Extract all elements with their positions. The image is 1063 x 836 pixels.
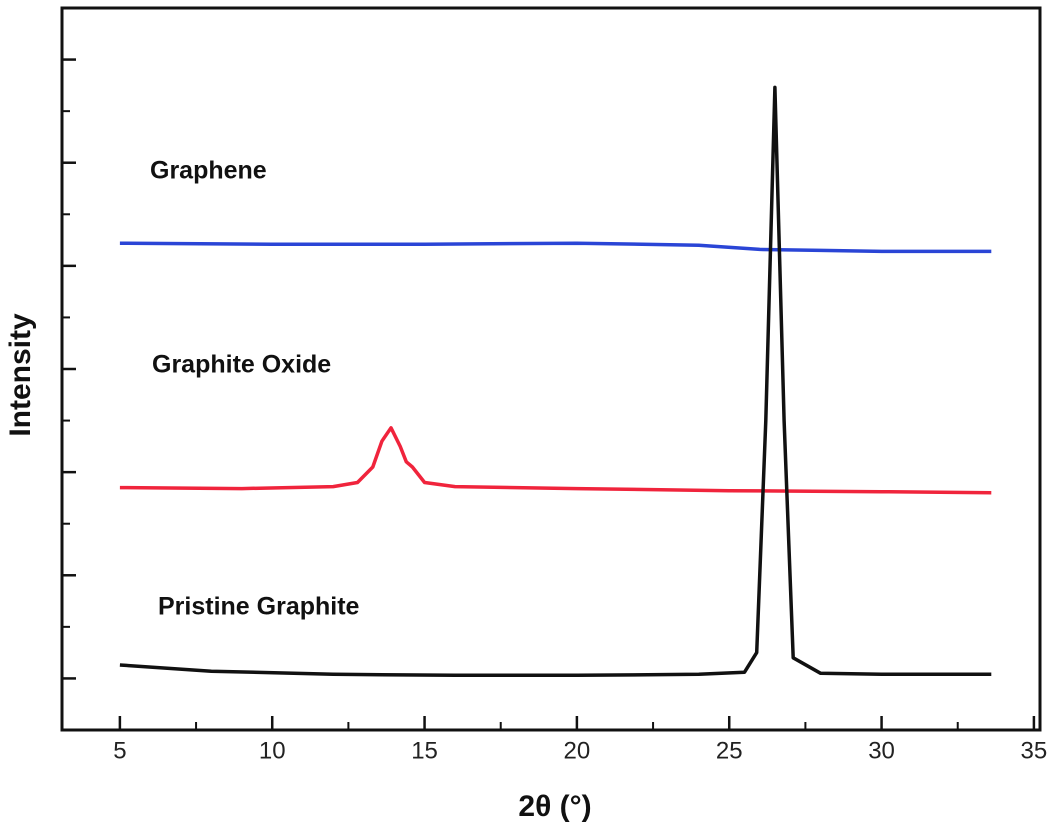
series-line xyxy=(119,241,992,254)
series-line xyxy=(119,85,992,678)
series-label: Graphene xyxy=(150,157,267,185)
series-line xyxy=(119,426,992,495)
series-label: Graphite Oxide xyxy=(152,351,331,379)
x-tick-label: 10 xyxy=(259,737,286,764)
x-axis-title: 2θ (°) xyxy=(518,790,591,823)
x-tick-label: 30 xyxy=(868,737,895,764)
x-tick-label: 25 xyxy=(716,737,743,764)
x-tick-label: 15 xyxy=(411,737,438,764)
y-axis-title: Intensity xyxy=(4,313,37,437)
x-tick-label: 35 xyxy=(1021,737,1048,764)
series-label: Pristine Graphite xyxy=(158,593,360,621)
x-tick-label: 20 xyxy=(564,737,591,764)
x-tick-label: 5 xyxy=(113,737,126,764)
